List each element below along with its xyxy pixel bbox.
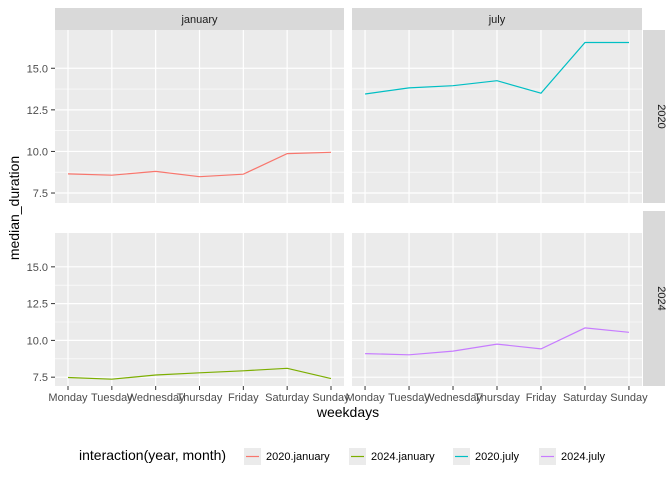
x-tick-label: Thursday: [177, 392, 223, 404]
legend-entry-label: 2020.july: [475, 451, 520, 463]
facet-strip-label: 2024: [655, 286, 667, 310]
x-tick-label: Saturday: [265, 392, 310, 404]
series-line-2020-july: [365, 41, 629, 95]
x-tick-label: Saturday: [563, 392, 608, 404]
x-tick-label: Sunday: [610, 392, 648, 404]
x-tick-label: Monday: [345, 392, 385, 404]
facet-strip: [55, 8, 344, 30]
y-tick-label: 12.5: [27, 299, 48, 311]
facet-strip: [352, 8, 642, 30]
series-line-2024-january: [67, 367, 332, 380]
x-tick-label: Tuesday: [388, 392, 430, 404]
legend-entry-label: 2020.january: [266, 451, 330, 463]
facet-panels: january july 2020 2024 7.5 10.0 12.5 15.0 7.5 10.…: [27, 8, 667, 404]
x-tick-label: Wednesday: [424, 392, 482, 404]
y-tick-label: 10.0: [27, 146, 48, 158]
legend-title: interaction(year, month): [79, 447, 226, 463]
series-line-2024-july: [365, 327, 630, 356]
legend: 2020.january 2024.january 2020.july 2024.ju…: [244, 448, 606, 465]
series-line-2020-january: [67, 151, 332, 178]
facet-strip-label: july: [488, 14, 506, 26]
facet-strip-label: 2020: [655, 104, 667, 128]
x-tick-label: Monday: [48, 392, 88, 404]
x-tick-label: Thursday: [474, 392, 520, 404]
x-tick-label: Tuesday: [91, 392, 133, 404]
facet-strip-label: january: [180, 14, 218, 26]
y-tick-label: 10.0: [27, 335, 48, 347]
facet-strip: [643, 30, 665, 203]
y-tick-label: 12.5: [27, 105, 48, 117]
y-tick-label: 15.0: [27, 63, 48, 75]
x-tick-label: Friday: [228, 392, 259, 404]
x-axis-title: weekdays: [316, 404, 379, 420]
legend-entry-label: 2024.january: [371, 451, 435, 463]
legend-entry-label: 2024.july: [561, 451, 606, 463]
y-tick-label: 7.5: [33, 372, 48, 384]
facet-strip: [643, 211, 665, 386]
y-axis-title: median_duration: [6, 156, 22, 260]
y-tick-label: 7.5: [33, 188, 48, 200]
x-tick-label: Wednesday: [127, 392, 185, 404]
x-tick-label: Friday: [526, 392, 557, 404]
y-tick-label: 15.0: [27, 262, 48, 274]
x-tick-label: Sunday: [312, 392, 350, 404]
